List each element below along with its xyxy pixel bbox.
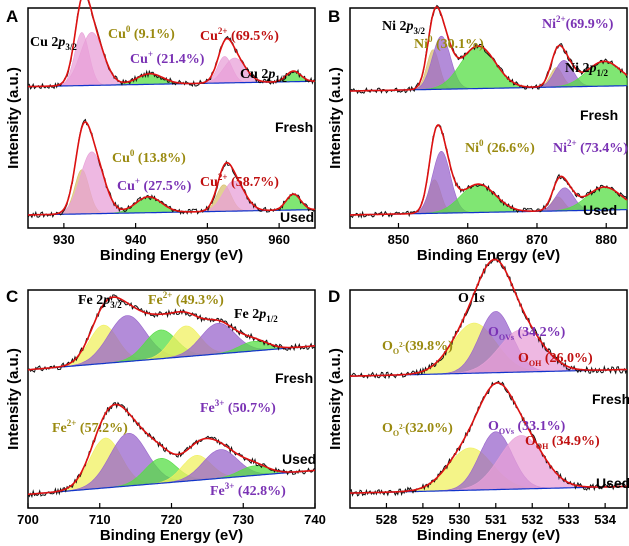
x-tick-label: 870 xyxy=(526,232,548,247)
panel-c-used-fe3: Fe3+ (42.8%) xyxy=(210,481,286,499)
panel-c: 700 710 720 730 740 Binding Energy (eV) Intens… xyxy=(5,287,326,544)
x-tick-label: 940 xyxy=(125,232,147,247)
fit-envelope xyxy=(350,5,628,92)
fit-envelope xyxy=(28,0,316,88)
panel-d: 528 529 530 531 532 533 534 Binding Energy (eV)… xyxy=(327,256,629,544)
x-tick-label: 850 xyxy=(388,232,410,247)
panel-a-fresh-cuplus: Cu+ (21.4%) xyxy=(130,49,205,67)
panel-d-fresh-label: Fresh xyxy=(592,391,629,407)
x-tick-label: 534 xyxy=(594,512,616,527)
y-axis-title: Intensity (a.u.) xyxy=(327,348,344,450)
series-used xyxy=(349,123,628,219)
panel-d-used-o: OO2-(32.0%) xyxy=(382,421,453,438)
panel-d-fresh-o: OO2-(39.8%) xyxy=(382,339,453,356)
panel-b-secondary-label: Ni 2p1/2 xyxy=(565,61,609,78)
panel-a-used-cuplus: Cu+ (27.5%) xyxy=(117,176,192,194)
panel-c-fresh-fe2: Fe2+ (49.3%) xyxy=(148,290,224,308)
panel-a-fresh-label: Fresh xyxy=(275,119,313,135)
panel-a-fresh-cu2: Cu2+ (69.5%) xyxy=(200,26,279,44)
series-fresh xyxy=(349,4,628,95)
x-tick-label: 700 xyxy=(17,512,39,527)
panel-d-fresh-ovs: OOVs (34.2%) xyxy=(488,325,566,342)
fit-envelope xyxy=(28,120,316,216)
panel-b-fresh-label: Fresh xyxy=(580,107,618,123)
x-tick-label: 930 xyxy=(53,232,75,247)
panel-c-plot: 700 710 720 730 740 Binding Energy (eV) Intens… xyxy=(5,289,326,544)
panel-a-fresh-cu0: Cu0 (9.1%) xyxy=(108,24,175,42)
x-tick-label: 528 xyxy=(376,512,398,527)
panel-b: 850 860 870 880 Binding Energy (eV) Intensity… xyxy=(327,4,628,264)
panel-b-used-ni0: Ni0 (26.6%) xyxy=(465,138,535,156)
x-axis-title: Binding Energy (eV) xyxy=(417,527,560,544)
x-tick-label: 530 xyxy=(448,512,470,527)
panel-c-main-label: Fe 2p3/2 xyxy=(78,293,122,310)
panel-a-main-label: Cu 2p3/2 xyxy=(30,35,77,52)
fit-envelope xyxy=(350,123,628,216)
series-used xyxy=(349,380,628,497)
fit-envelope xyxy=(349,258,627,377)
panel-a-used-label: Used xyxy=(280,209,314,225)
panel-a-used-cu2: Cu2+ (58.7%) xyxy=(200,172,279,190)
series-fresh xyxy=(349,256,628,380)
plot-frame xyxy=(349,289,628,509)
panel-c-used-label: Used xyxy=(282,451,316,467)
panel-b-fresh-ni2: Ni2+(69.9%) xyxy=(542,14,614,32)
panel-b-fresh-ni0: Ni0 (30.1%) xyxy=(414,34,484,52)
x-tick-label: 960 xyxy=(268,232,290,247)
panel-d-fresh-oh: OOH (26.0%) xyxy=(518,351,593,368)
panel-a-plot: 930 940 950 960 Binding Energy (eV) Intensity… xyxy=(5,0,316,264)
plot-frame xyxy=(349,7,628,229)
x-tick-label: 710 xyxy=(89,512,111,527)
panel-d-main-label: O 1s xyxy=(458,291,485,306)
x-tick-label: 860 xyxy=(457,232,479,247)
x-tick-label: 533 xyxy=(558,512,580,527)
panel-d-used-oh: OOH (34.9%) xyxy=(525,434,600,451)
series-used xyxy=(27,401,316,499)
panel-d-used-label: Used xyxy=(596,475,629,491)
panel-c-letter: C xyxy=(6,287,18,306)
panel-c-fresh-fe3: Fe3+ (50.7%) xyxy=(200,398,276,416)
baseline-line xyxy=(27,345,316,371)
panel-a-used-cu0: Cu0 (13.8%) xyxy=(112,148,186,166)
y-axis-title: Intensity (a.u.) xyxy=(327,67,344,169)
panel-b-main-label: Ni 2p3/2 xyxy=(382,19,426,36)
fit-envelope xyxy=(27,403,316,496)
panel-a: 930 940 950 960 Binding Energy (eV) Intensity… xyxy=(5,0,316,264)
baseline-line xyxy=(27,469,316,495)
panel-c-fresh-label: Fresh xyxy=(275,370,313,386)
panel-b-used-ni2: Ni2+ (73.4%) xyxy=(553,138,628,156)
panel-b-plot: 850 860 870 880 Binding Energy (eV) Intensity… xyxy=(327,4,628,264)
x-axis-title: Binding Energy (eV) xyxy=(417,247,560,264)
panel-a-letter: A xyxy=(6,7,18,26)
panel-d-plot: 528 529 530 531 532 533 534 Binding Energy (eV)… xyxy=(327,256,628,544)
plot-frame xyxy=(27,7,316,229)
panel-c-used-fe2: Fe2+ (57.2%) xyxy=(52,418,128,436)
x-tick-label: 531 xyxy=(485,512,507,527)
panel-a-secondary-label: Cu 2p1/2 xyxy=(240,67,287,84)
x-tick-label: 529 xyxy=(412,512,434,527)
y-axis-title: Intensity (a.u.) xyxy=(5,348,22,450)
panel-b-used-label: Used xyxy=(583,202,617,218)
series-fresh xyxy=(27,294,316,373)
fit-envelope xyxy=(350,382,627,494)
panel-c-secondary-label: Fe 2p1/2 xyxy=(234,307,278,324)
x-axis-title: Binding Energy (eV) xyxy=(100,527,243,544)
x-tick-label: 950 xyxy=(197,232,219,247)
x-tick-label: 740 xyxy=(304,512,326,527)
x-tick-label: 880 xyxy=(595,232,617,247)
x-tick-label: 730 xyxy=(232,512,254,527)
panel-b-letter: B xyxy=(328,7,340,26)
panel-d-letter: D xyxy=(328,287,340,306)
x-axis-title: Binding Energy (eV) xyxy=(100,247,243,264)
x-tick-label: 532 xyxy=(521,512,543,527)
fit-envelope xyxy=(27,296,316,371)
series-used xyxy=(27,118,316,219)
raw-spectrum xyxy=(349,380,628,497)
x-tick-label: 720 xyxy=(161,512,183,527)
raw-spectrum xyxy=(349,256,628,380)
y-axis-title: Intensity (a.u.) xyxy=(5,67,22,169)
panel-d-used-ovs: OOVs (33.1%) xyxy=(488,419,566,436)
series-fresh xyxy=(27,0,316,90)
